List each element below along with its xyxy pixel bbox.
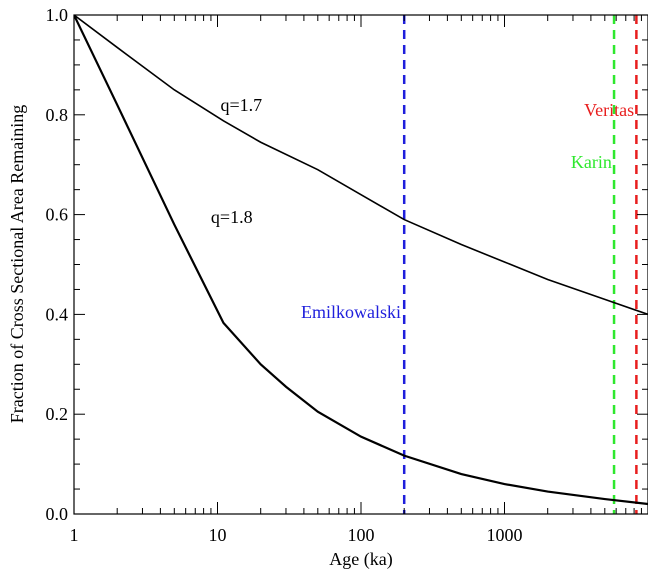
annotation-veritas: Veritas [584,100,634,120]
x-tick-label: 1000 [487,525,523,545]
annotation-karin: Karin [571,152,612,172]
x-axis-label: Age (ka) [329,549,392,570]
annotation-emilkowalski: Emilkowalski [301,302,401,322]
series-line-q-1-8 [74,15,648,506]
y-tick-label: 0.4 [46,304,69,324]
x-tick-label: 10 [209,525,227,545]
annotation-q-1-8: q=1.8 [211,207,253,227]
series-line-q-1-7 [74,15,648,316]
y-axis-label: Fraction of Cross Sectional Area Remaini… [7,105,27,423]
x-tick-label: 1 [70,525,79,545]
plot-area [74,15,648,514]
y-tick-label: 0.6 [46,205,69,225]
axes [73,14,648,515]
annotation-q-1-7: q=1.7 [221,95,263,115]
y-tick-label: 1.0 [46,5,69,25]
labels: Age (ka) Fraction of Cross Sectional Are… [7,5,634,570]
y-tick-label: 0.8 [46,105,69,125]
x-tick-label: 100 [348,525,375,545]
plot-frame [73,14,648,515]
y-tick-label: 0.0 [46,504,69,524]
y-tick-label: 0.2 [46,404,69,424]
